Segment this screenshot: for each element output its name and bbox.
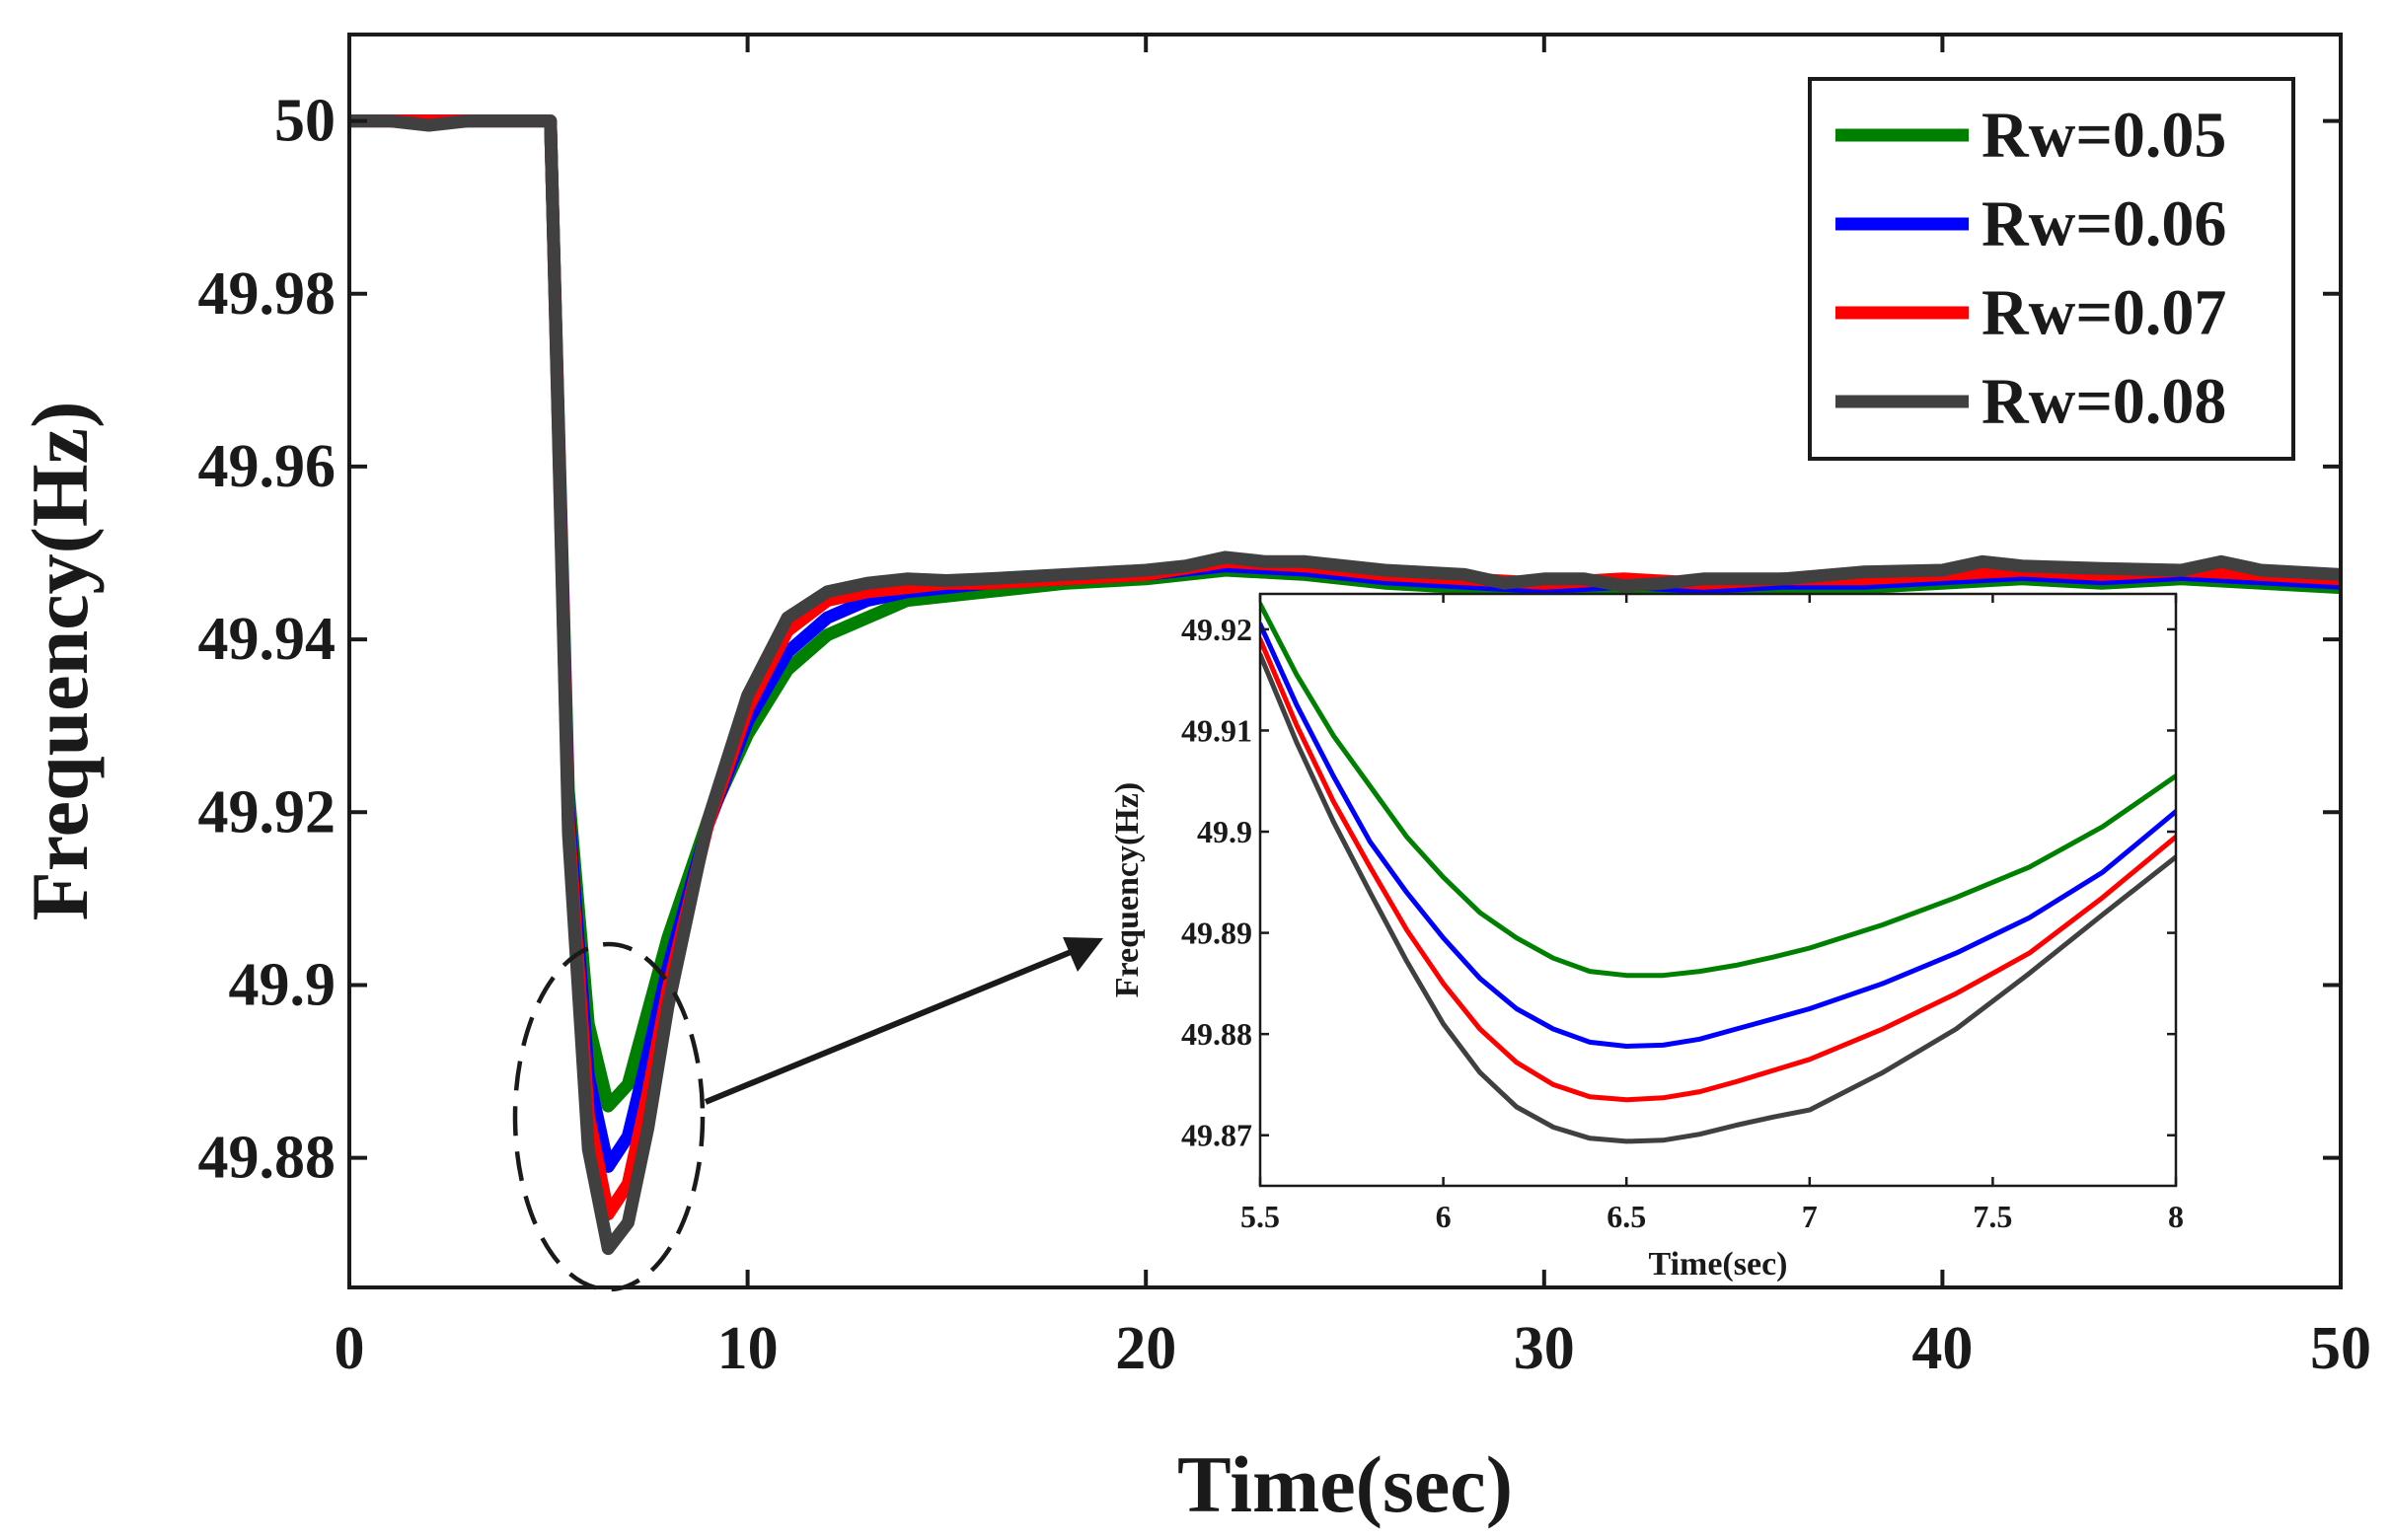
inset-ticks-group: 5.5 6 6.5 7 7.5 8 49.87 49.88 49.89 49.9 49.91 49.9… <box>1181 594 2184 1234</box>
legend: Rw=0.05 Rw=0.06 Rw=0.07 Rw=0.08 <box>1808 77 2295 461</box>
main-y-tick-label: 49.92 <box>198 778 337 845</box>
inset-series-line-rw-0-06 <box>1260 622 2176 1049</box>
inset-x-tick-label: 6.5 <box>1607 1199 1646 1234</box>
main-ticks-group: 0 10 20 30 40 5049.8849.949.9249.9449.9649.98… <box>198 35 2371 1382</box>
main-series-line-rw-0-08 <box>349 114 2341 1256</box>
main-x-tick-label: 10 <box>717 1315 779 1382</box>
main-y-tick-label: 49.94 <box>198 606 337 673</box>
main-x-axis-label: Time(sec) <box>1177 1439 1513 1529</box>
inset-x-tick-label: 5.5 <box>1240 1199 1280 1234</box>
inset-plot-background <box>1260 594 2176 1186</box>
main-series-group <box>349 114 2341 1256</box>
legend-label-rw-0-08: Rw=0.08 <box>1982 366 2226 438</box>
inset-x-tick-label: 7.5 <box>1973 1199 2012 1234</box>
inset-y-tick-label: 49.89 <box>1181 916 1252 951</box>
main-y-tick-label: 49.96 <box>198 433 337 500</box>
inset-x-axis-label: Time(sec) <box>1649 1246 1788 1283</box>
main-y-tick-label: 49.88 <box>198 1125 337 1192</box>
legend-label-rw-0-07: Rw=0.07 <box>1982 277 2226 349</box>
zoom-region-ellipse <box>512 941 706 1292</box>
legend-items: Rw=0.05 Rw=0.06 Rw=0.07 Rw=0.08 <box>1835 100 2226 438</box>
main-plot: 0 10 20 30 40 5049.8849.949.9249.9449.9649.98… <box>15 33 2371 1529</box>
main-y-tick-label: 49.9 <box>229 951 337 1018</box>
inset-x-tick-label: 7 <box>1802 1199 1818 1234</box>
main-x-tick-label: 30 <box>1514 1315 1575 1382</box>
inset-x-tick-label: 8 <box>2168 1199 2184 1234</box>
main-x-tick-label: 50 <box>2310 1315 2371 1382</box>
legend-label-rw-0-05: Rw=0.05 <box>1982 100 2226 172</box>
inset-y-tick-label: 49.91 <box>1181 712 1252 748</box>
zoom-arrow-head <box>1063 937 1103 972</box>
main-x-tick-label: 20 <box>1115 1315 1176 1382</box>
inset-y-tick-label: 49.87 <box>1181 1118 1252 1153</box>
main-x-tick-label: 40 <box>1911 1315 1973 1382</box>
inset-series-group <box>1260 601 2176 1144</box>
inset-y-axis-label: Frequency(Hz) <box>1109 782 1146 997</box>
inset-series-line-rw-0-07 <box>1260 636 2176 1103</box>
main-y-tick-label: 49.98 <box>198 260 337 328</box>
inset-series-line-rw-0-08 <box>1260 652 2176 1144</box>
inset-plot: 5.5 6 6.5 7 7.5 8 49.87 49.88 49.89 49.9 49.91 49.9… <box>1109 592 2184 1283</box>
zoom-arrow-shaft <box>704 947 1078 1105</box>
main-y-tick-label: 50 <box>274 88 336 155</box>
main-plot-frame <box>347 33 2343 1289</box>
inset-plot-frame <box>1258 592 2178 1188</box>
inset-y-tick-label: 49.9 <box>1197 814 1252 849</box>
main-x-tick-label: 0 <box>335 1315 365 1382</box>
main-y-axis-label: Frequency(Hz) <box>15 402 105 921</box>
inset-y-tick-label: 49.88 <box>1181 1016 1252 1052</box>
inset-series-line-rw-0-05 <box>1260 601 2176 979</box>
legend-label-rw-0-06: Rw=0.06 <box>1982 188 2226 260</box>
inset-x-tick-label: 6 <box>1436 1199 1452 1234</box>
inset-y-tick-label: 49.92 <box>1181 612 1252 647</box>
